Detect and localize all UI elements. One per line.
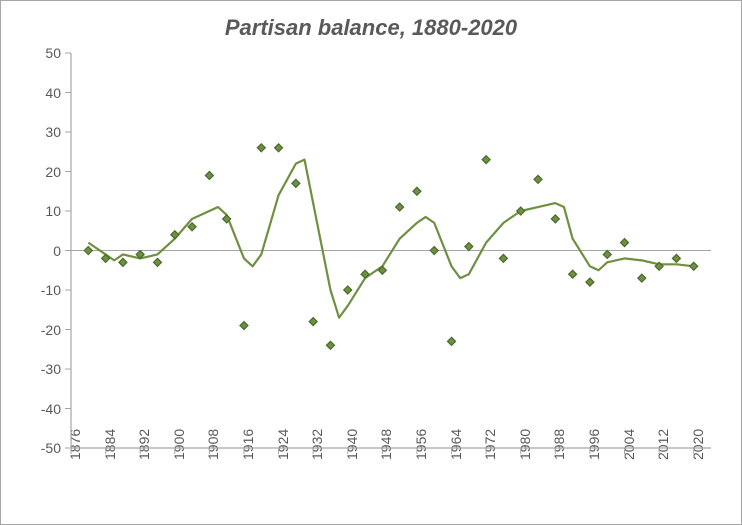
plot-svg xyxy=(71,53,711,448)
data-point xyxy=(672,254,680,262)
y-tick-label: -30 xyxy=(1,361,61,377)
data-point xyxy=(119,258,127,266)
data-point xyxy=(448,337,456,345)
data-point xyxy=(84,247,92,255)
y-tick-label: 20 xyxy=(1,164,61,180)
data-point xyxy=(292,179,300,187)
y-tick-label: 40 xyxy=(1,85,61,101)
data-point xyxy=(326,341,334,349)
data-point xyxy=(621,239,629,247)
data-point xyxy=(205,171,213,179)
trend-line xyxy=(88,160,693,318)
data-point xyxy=(482,156,490,164)
data-point xyxy=(465,243,473,251)
y-tick-label: -50 xyxy=(1,440,61,456)
data-point xyxy=(551,215,559,223)
y-tick-label: -20 xyxy=(1,322,61,338)
y-tick-label: 0 xyxy=(1,243,61,259)
y-tick-label: 30 xyxy=(1,124,61,140)
plot-area xyxy=(71,53,711,448)
y-tick-label: -40 xyxy=(1,401,61,417)
data-point xyxy=(171,231,179,239)
data-point xyxy=(309,318,317,326)
data-point xyxy=(430,247,438,255)
y-tick-label: 10 xyxy=(1,203,61,219)
data-point xyxy=(499,254,507,262)
y-tick-label: -10 xyxy=(1,282,61,298)
chart-container: Partisan balance, 1880-2020 -50 -40 -30 -20… xyxy=(0,0,742,525)
data-point xyxy=(534,175,542,183)
data-point xyxy=(153,258,161,266)
data-point xyxy=(586,278,594,286)
data-point xyxy=(344,286,352,294)
data-point xyxy=(690,262,698,270)
data-point xyxy=(569,270,577,278)
data-point xyxy=(257,144,265,152)
data-point xyxy=(413,187,421,195)
y-tick-label: 50 xyxy=(1,45,61,61)
data-point xyxy=(188,223,196,231)
chart-title: Partisan balance, 1880-2020 xyxy=(1,15,741,41)
data-point xyxy=(240,322,248,330)
data-point xyxy=(638,274,646,282)
data-point xyxy=(275,144,283,152)
data-point xyxy=(603,250,611,258)
data-point xyxy=(396,203,404,211)
